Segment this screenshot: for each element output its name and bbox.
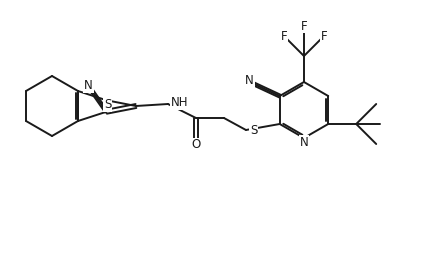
Text: N: N xyxy=(245,74,254,87)
Text: F: F xyxy=(280,30,287,43)
Text: S: S xyxy=(104,98,111,111)
Text: F: F xyxy=(301,20,307,33)
Text: O: O xyxy=(191,138,201,151)
Text: S: S xyxy=(250,124,258,137)
Text: NH: NH xyxy=(171,97,188,109)
Text: F: F xyxy=(321,30,327,43)
Text: N: N xyxy=(299,135,308,149)
Text: N: N xyxy=(84,79,93,92)
